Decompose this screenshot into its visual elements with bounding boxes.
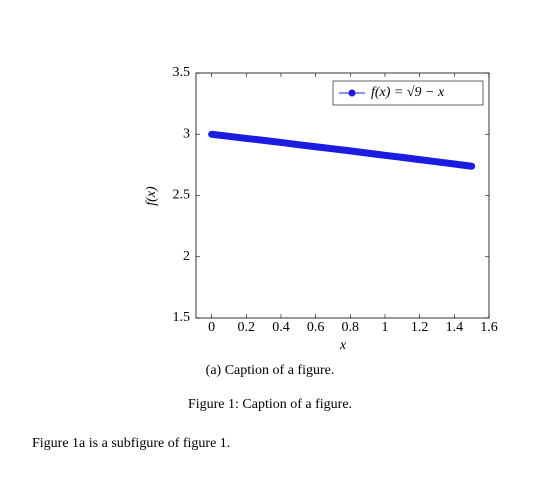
x-tick-label: 1.4 (446, 320, 464, 335)
y-tick-label: 3 (183, 126, 190, 141)
x-tick-label: 0 (208, 320, 215, 335)
x-tick-label: 1.6 (480, 320, 498, 335)
legend-label: f(x) = √9 − x (371, 85, 445, 100)
y-axis-label: f(x) (144, 186, 159, 206)
x-tick-label: 0.8 (342, 320, 360, 335)
x-tick-label: 1.2 (411, 320, 429, 335)
x-axis-label: x (339, 338, 347, 353)
legend-marker (348, 89, 356, 97)
x-tick-label: 0.6 (307, 320, 325, 335)
x-tick-label: 1 (381, 320, 388, 335)
subcaption: (a) Caption of a figure. (206, 363, 335, 378)
y-tick-label: 3.5 (173, 65, 191, 80)
data-line (208, 130, 476, 170)
x-tick-label: 0.4 (272, 320, 290, 335)
y-tick-label: 1.5 (173, 310, 191, 325)
y-tick-label: 2 (183, 249, 190, 264)
x-tick-label: 0.2 (238, 320, 256, 335)
body-text: Figure 1a is a subfigure of figure 1. (32, 436, 230, 451)
plot-frame (195, 72, 490, 319)
y-tick-label: 2.5 (173, 188, 191, 203)
caption: Figure 1: Caption of a figure. (188, 397, 352, 412)
